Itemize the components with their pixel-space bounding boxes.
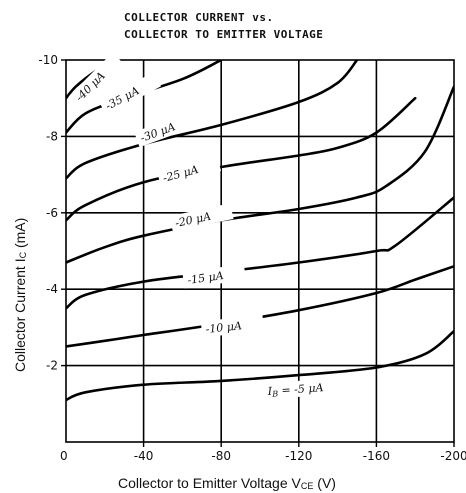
series-label-bg	[68, 52, 124, 108]
series-line	[66, 329, 454, 402]
x-tick-label: -120	[285, 449, 312, 463]
series-line	[66, 60, 359, 180]
y-axis-label-text: Collector Current I	[12, 258, 28, 372]
x-axis-label-unit: (V)	[313, 475, 336, 491]
plot-area-frame	[65, 59, 455, 443]
chart-title: COLLECTOR CURRENT vs. COLLECTOR TO EMITT…	[124, 11, 323, 41]
series-label: -15 μA	[187, 269, 225, 287]
series-label-bg	[200, 315, 265, 338]
y-tick-label: -4	[46, 282, 58, 296]
x-axis-label: Collector to Emitter Voltage VCE (V)	[118, 475, 336, 491]
origin-label: 0	[60, 449, 68, 463]
chart-series	[66, 60, 454, 402]
x-axis-label-text: Collector to Emitter Voltage V	[118, 475, 302, 491]
series-line	[66, 196, 454, 310]
series-line	[66, 265, 454, 348]
y-tick-label: -2	[46, 359, 58, 373]
y-tick-label: -8	[46, 129, 58, 143]
series-label-bg	[182, 264, 246, 289]
x-tick-label: -160	[363, 449, 390, 463]
x-tick-label: -200	[440, 449, 466, 463]
chart-title-line-1: COLLECTOR CURRENT vs.	[124, 11, 274, 24]
series-labels: IB = -5 μA-10 μA-15 μA-20 μA-25 μA-30 μA…	[68, 52, 327, 400]
series-label-bg	[263, 378, 327, 400]
y-axis-label: Collector Current IC (mA)	[12, 218, 28, 372]
series-label-bg	[134, 110, 198, 148]
series-line	[66, 85, 454, 264]
series-label: IB = -5 μA	[266, 381, 324, 399]
y-axis-label-sub: C	[18, 251, 28, 258]
x-axis-label-sub: CE	[301, 481, 314, 491]
series-label-bg	[169, 203, 234, 232]
chart-title-line-2: COLLECTOR TO EMITTER VOLTAGE	[124, 28, 323, 41]
x-tick-label: -40	[134, 449, 154, 463]
series-label-bg	[157, 155, 222, 187]
y-axis-ticks: -2 -4 -6 -8 -10	[38, 53, 66, 373]
series-label-bg	[98, 72, 162, 116]
series-label: -10 μA	[205, 319, 243, 336]
series-line	[66, 96, 417, 222]
x-tick-label: -80	[211, 449, 231, 463]
series-label: -35 μA	[103, 84, 141, 113]
y-tick-label: -10	[38, 53, 58, 67]
x-axis-ticks: -40 -80 -120 -160 -200	[134, 442, 466, 463]
y-tick-label: -6	[46, 206, 58, 220]
y-axis-label-unit: (mA)	[12, 218, 28, 252]
